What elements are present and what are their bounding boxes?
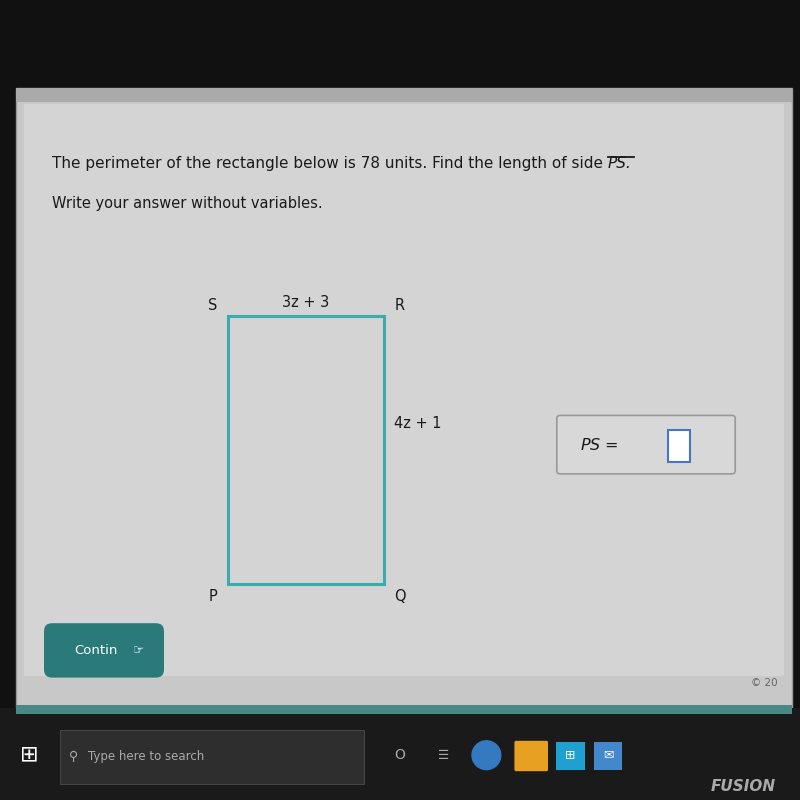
Bar [668,430,690,462]
Text: ⚲: ⚲ [69,750,78,763]
Text: R: R [394,298,405,313]
Bar [16,88,792,708]
Text: © 20: © 20 [751,678,778,688]
Text: ✉: ✉ [602,749,614,762]
Text: 3z + 3: 3z + 3 [282,294,330,310]
Text: ⊞: ⊞ [20,746,39,765]
Bar [556,742,585,770]
Bar [0,708,800,800]
Bar [228,316,384,584]
Text: Type here to search: Type here to search [88,750,204,763]
Text: Q: Q [394,589,406,604]
Bar [24,104,784,676]
Bar [16,88,792,102]
FancyBboxPatch shape [557,415,735,474]
Text: Write your answer without variables.: Write your answer without variables. [52,196,322,211]
Text: Contin: Contin [74,644,118,657]
Text: 4z + 1: 4z + 1 [394,416,441,430]
Circle shape [472,741,501,770]
FancyBboxPatch shape [514,741,548,771]
Text: S: S [208,298,218,313]
Text: P: P [209,589,218,604]
Text: The perimeter of the rectangle below is 78 units. Find the length of side: The perimeter of the rectangle below is … [52,156,608,171]
Text: ☞: ☞ [133,644,144,657]
FancyBboxPatch shape [44,623,164,678]
Bar [16,705,792,714]
Text: O: O [394,748,406,762]
Text: ☰: ☰ [438,749,450,762]
Bar [594,742,622,770]
Bar [60,730,364,784]
Text: ⊞: ⊞ [565,749,576,762]
Text: $\mathit{PS}$ =: $\mathit{PS}$ = [580,437,618,453]
Text: PS.: PS. [608,156,632,171]
Bar [8,732,52,780]
Text: FUSION: FUSION [711,778,776,794]
Text: e: e [482,750,490,760]
